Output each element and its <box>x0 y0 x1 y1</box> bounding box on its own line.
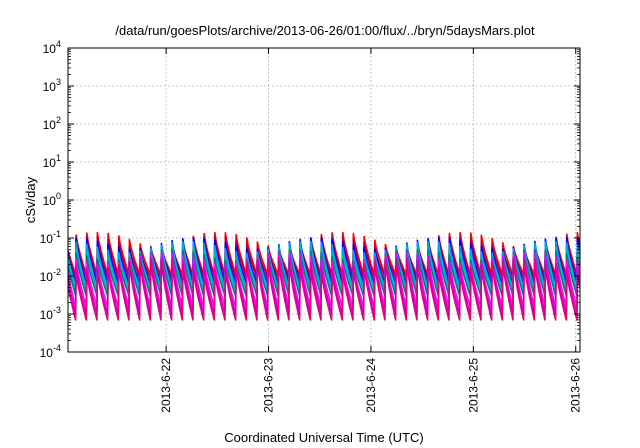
y-tick-exponent: -1 <box>53 229 61 239</box>
series-line <box>68 260 580 321</box>
y-tick-exponent: -3 <box>53 305 61 315</box>
x-tick-label: 2013-6-26 <box>569 358 583 413</box>
x-tick-label: 2013-6-23 <box>262 358 276 413</box>
y-tick-exponent: 1 <box>56 153 61 163</box>
y-tick-label: 100 <box>43 191 61 208</box>
y-tick-base: 10 <box>43 42 57 56</box>
y-tick-label: 103 <box>43 77 61 94</box>
y-tick-base: 10 <box>43 80 57 94</box>
y-tick-base: 10 <box>40 232 54 246</box>
y-tick-label: 104 <box>43 39 61 56</box>
y-tick-label: 101 <box>43 153 61 170</box>
y-tick-label: 102 <box>43 115 61 132</box>
y-tick-base: 10 <box>43 194 57 208</box>
y-tick-base: 10 <box>40 346 54 360</box>
y-tick-label: 10-4 <box>40 343 61 360</box>
y-tick-base: 10 <box>43 118 57 132</box>
y-tick-exponent: 0 <box>56 191 61 201</box>
y-tick-base: 10 <box>40 308 54 322</box>
y-tick-exponent: 2 <box>56 115 61 125</box>
y-axis-label: cSv/day <box>23 176 38 223</box>
x-tick-label: 2013-6-24 <box>364 358 378 413</box>
y-tick-exponent: 3 <box>56 77 61 87</box>
y-tick-exponent: -4 <box>53 343 61 353</box>
ticks: 10-410-310-210-11001011021031042013-6-22… <box>40 39 583 413</box>
y-tick-exponent: 4 <box>56 39 61 49</box>
x-axis-label: Coordinated Universal Time (UTC) <box>224 430 423 445</box>
y-tick-base: 10 <box>43 156 57 170</box>
y-tick-label: 10-3 <box>40 305 61 322</box>
y-tick-exponent: -2 <box>53 267 61 277</box>
x-tick-label: 2013-6-22 <box>159 358 173 413</box>
x-tick-label: 2013-6-25 <box>466 358 480 413</box>
y-tick-base: 10 <box>40 270 54 284</box>
chart-title: /data/run/goesPlots/archive/2013-06-26/0… <box>115 23 535 38</box>
y-tick-label: 10-1 <box>40 229 61 246</box>
y-tick-label: 10-2 <box>40 267 61 284</box>
series-layer <box>68 231 580 321</box>
